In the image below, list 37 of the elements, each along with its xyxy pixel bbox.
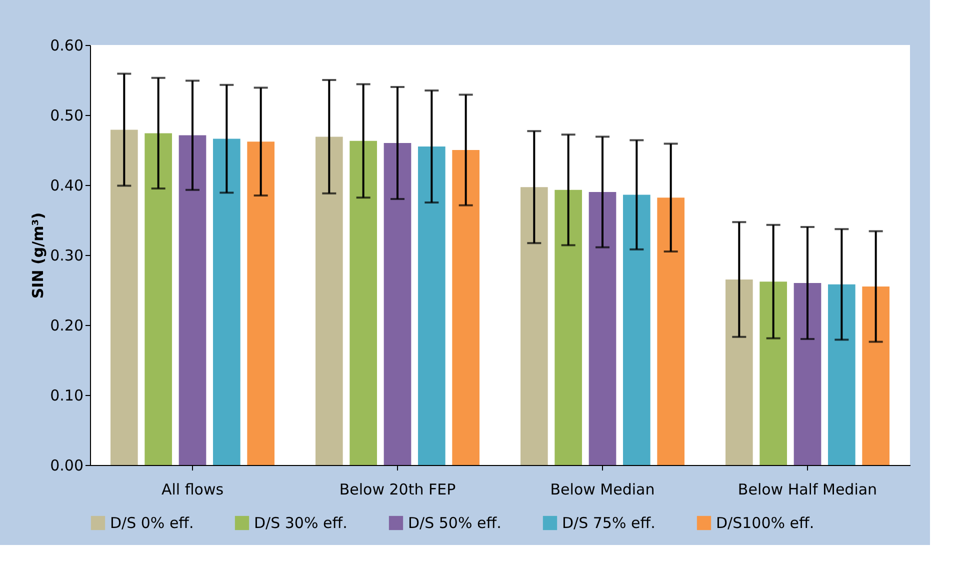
legend-label: D/S 0% eff. [110,514,194,532]
x-tick-label: All flows [161,480,224,498]
bar [213,138,240,465]
y-tick-label: 0.20 [50,316,84,334]
bar [144,133,172,465]
legend-label: D/S 30% eff. [254,514,348,532]
y-tick-label: 0.00 [50,456,84,474]
bar [726,280,753,465]
legend-label: D/S 50% eff. [408,514,502,532]
bar [384,143,412,465]
legend-label: D/S100% eff. [716,514,814,532]
bar [588,192,616,465]
y-tick-label: 0.10 [50,386,84,404]
y-tick-label: 0.60 [50,36,84,54]
bar [794,283,822,465]
y-tick-label: 0.40 [50,176,84,194]
bar [178,135,206,465]
y-axis-title: SIN (g/m³) [29,212,48,299]
bar [554,190,582,465]
bar [110,130,138,465]
y-tick-label: 0.50 [50,106,84,124]
bar [760,282,787,465]
bar [828,284,856,465]
bar [520,187,548,465]
bar [862,286,890,465]
bar [418,146,446,465]
x-tick-label: Below Median [550,480,655,498]
bar [316,136,343,465]
bar [657,198,684,465]
x-tick-label: Below 20th FEP [339,480,456,498]
bar [350,140,377,465]
x-tick-label: Below Half Median [738,480,878,498]
bar [623,194,650,465]
bar [247,142,274,465]
y-tick-label: 0.30 [50,246,84,264]
legend-label: D/S 75% eff. [562,514,656,532]
bar [452,150,480,465]
